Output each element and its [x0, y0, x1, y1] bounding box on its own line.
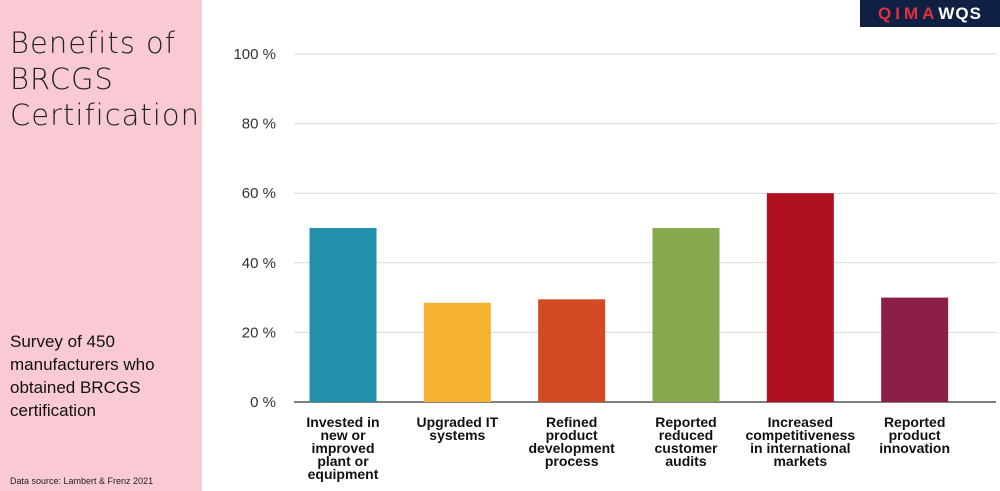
qima-wqs-logo: QIMA WQS: [860, 0, 1000, 27]
y-tick-label: 60 %: [242, 185, 276, 202]
data-source-note: Data source: Lambert & Frenz 2021: [10, 476, 154, 486]
logo-text-qima: QIMA: [878, 3, 939, 23]
bar: [881, 297, 949, 402]
y-tick-label: 20 %: [242, 324, 276, 341]
y-tick-label: 0 %: [250, 394, 276, 411]
y-tick-label: 80 %: [242, 116, 276, 133]
logo-text-wqs: WQS: [938, 3, 982, 23]
bar: [309, 228, 377, 402]
bar: [423, 302, 491, 402]
bar: [652, 228, 720, 402]
survey-description: Survey of 450 manufacturers who obtained…: [10, 332, 155, 420]
y-tick-label: 40 %: [242, 255, 276, 272]
x-category-label: Refined product development process: [528, 414, 615, 469]
y-tick-label: 100 %: [233, 46, 276, 63]
x-category-label: Reported product innovation: [879, 414, 950, 456]
bar: [538, 299, 606, 402]
bar: [766, 193, 834, 402]
x-category-label: Reported reduced customer audits: [654, 414, 718, 469]
sidebar-panel: Benefits of BRCGS Certification Survey o…: [0, 0, 202, 491]
x-category-label: Increased competitiveness in international…: [745, 414, 855, 469]
bar-chart: 0 % 20 % 40 % 60 % 80 % 100 % Invested in new o…: [233, 46, 996, 482]
x-category-label: Upgraded IT systems: [416, 414, 498, 443]
page-title: Benefits of BRCGS Certification: [10, 26, 200, 132]
x-category-label: Invested in new or improved plant or equipme…: [306, 414, 379, 482]
